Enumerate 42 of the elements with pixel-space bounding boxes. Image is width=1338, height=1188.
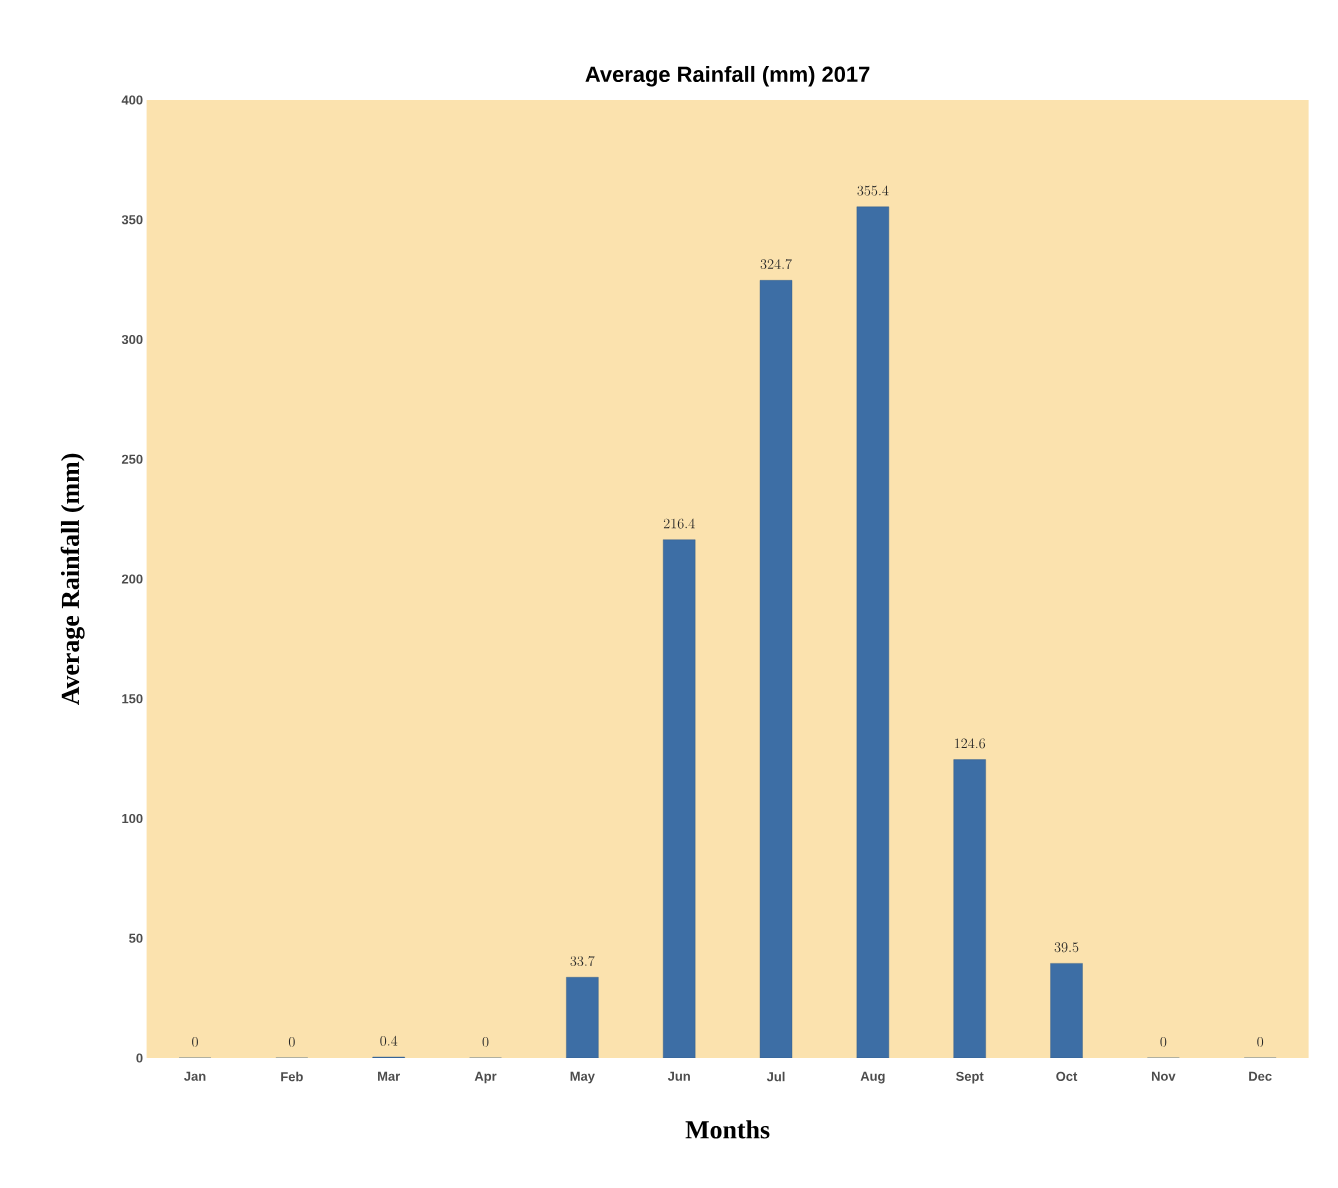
data-label: 0 (288, 1036, 295, 1047)
data-label: 0.4 (380, 1035, 398, 1046)
data-label: 124.6 (955, 738, 986, 749)
data-label: 324.7 (760, 259, 792, 270)
x-tick-label: Oct (1056, 1071, 1078, 1081)
x-axis-title: Months (685, 1120, 770, 1139)
bar (953, 759, 986, 1058)
bar (759, 280, 793, 1058)
x-tick-label: May (570, 1071, 595, 1084)
data-label: 0 (1257, 1036, 1264, 1047)
x-tick-label: Feb (281, 1071, 303, 1082)
data-label: 33.7 (570, 956, 595, 967)
y-tick-label: 150 (122, 694, 143, 704)
data-label: 355.4 (857, 185, 889, 196)
y-tick-label: 50 (129, 933, 143, 943)
bar (856, 206, 890, 1058)
x-tick-label: Jan (184, 1071, 206, 1081)
y-tick-label: 200 (121, 574, 143, 584)
chart-title: Average Rainfall (mm) 2017 (585, 65, 870, 87)
y-axis-title: Average Rainfall (mm) (60, 453, 85, 706)
x-tick-label: Sept (956, 1071, 984, 1084)
y-tick-label: 250 (121, 454, 143, 464)
x-tick-label: Jun (667, 1071, 690, 1081)
data-label: 0 (192, 1036, 198, 1047)
data-label: 216.4 (663, 518, 695, 529)
x-tick-label: Nov (1151, 1071, 1176, 1081)
x-tick-label: Mar (378, 1071, 400, 1081)
x-tick-label: Apr (474, 1071, 497, 1084)
y-tick-label: 100 (122, 813, 143, 824)
x-tick-label: Jul (766, 1071, 785, 1082)
y-tick-label: 400 (121, 95, 143, 105)
bar (1050, 963, 1083, 1058)
data-label: 0 (482, 1036, 489, 1047)
y-tick-label: 0 (136, 1053, 143, 1063)
bar (663, 539, 696, 1058)
y-tick-label: 300 (121, 334, 143, 345)
x-tick-label: Dec (1249, 1071, 1272, 1081)
x-tick-label: Aug (860, 1071, 885, 1084)
data-label: 0 (1160, 1036, 1167, 1047)
bar (566, 977, 599, 1058)
y-tick-label: 350 (121, 215, 143, 225)
data-label: 39.5 (1054, 942, 1079, 953)
